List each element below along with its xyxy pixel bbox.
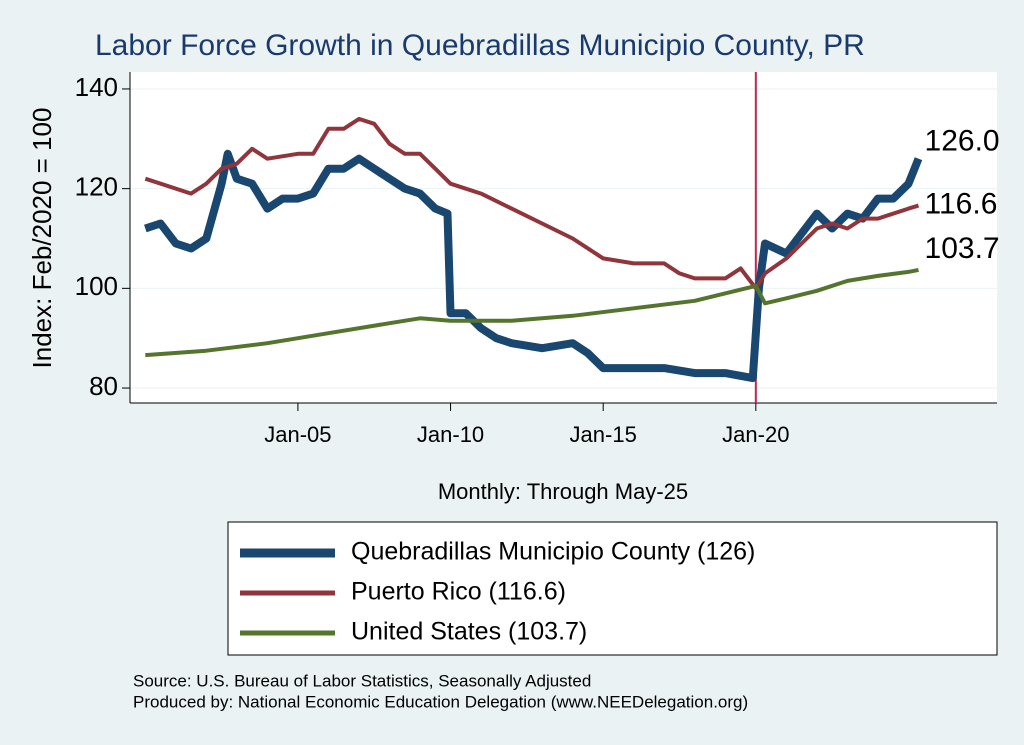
- chart-title: Labor Force Growth in Quebradillas Munic…: [95, 29, 865, 62]
- x-tick-label: Jan-15: [570, 422, 637, 447]
- legend-label: Puerto Rico (116.6): [351, 578, 566, 606]
- legend-box: [227, 521, 998, 656]
- x-tick-label: Jan-05: [264, 422, 331, 447]
- series-line: [144, 116, 920, 291]
- source-note: Source: U.S. Bureau of Labor Statistics,…: [133, 671, 591, 690]
- y-tick-label: 100: [75, 271, 118, 301]
- x-tick-label: Jan-10: [417, 422, 484, 447]
- source-note: Produced by: National Economic Education…: [133, 692, 748, 711]
- legend-label: United States (103.7): [351, 618, 587, 646]
- legend-label: Quebradillas Municipio County (126): [351, 538, 755, 566]
- x-axis-label: Monthly: Through May-25: [438, 479, 688, 504]
- end-label: 126.0: [925, 125, 1000, 158]
- plot-area: [130, 72, 997, 403]
- end-label: 116.6: [925, 188, 998, 221]
- y-axis-label: Index: Feb/2020 = 100: [27, 108, 57, 369]
- y-tick-label: 140: [75, 72, 118, 102]
- series-line: [145, 267, 919, 358]
- y-tick-label: 120: [75, 172, 118, 202]
- y-tick-label: 80: [89, 371, 118, 401]
- end-label: 103.7: [925, 232, 1000, 265]
- x-tick-label: Jan-20: [722, 422, 789, 447]
